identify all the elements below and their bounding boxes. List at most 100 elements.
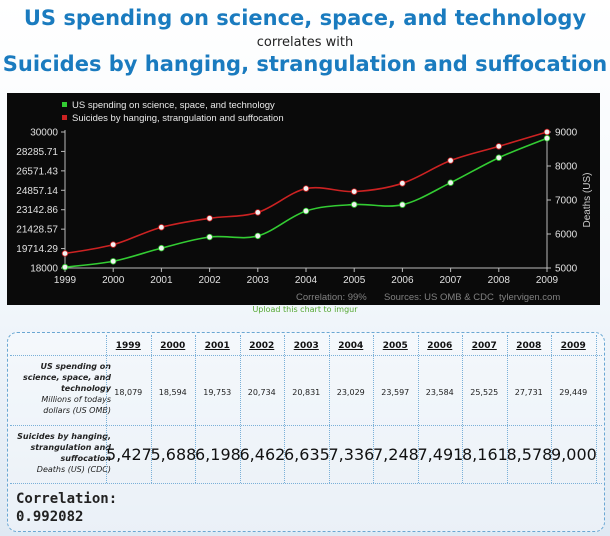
table-cell-suicides: 5,688 [150, 445, 197, 464]
table-cell-spending: 20,831 [292, 388, 321, 397]
table-row-divider [10, 483, 602, 484]
y-left-tick-label: 24857.14 [16, 186, 58, 197]
data-point-spending [543, 135, 551, 142]
data-table: US spending on science, space, and techn… [7, 332, 605, 532]
table-column-divider [195, 335, 196, 483]
table-cell-suicides: 6,462 [239, 445, 286, 464]
table-cell-spending: 25,525 [470, 388, 499, 397]
row-label-suicides-unit: Deaths (US) (CDC) [36, 465, 111, 474]
data-point-spending [302, 207, 310, 215]
y-left-tick-label: 30000 [30, 128, 58, 139]
table-cell-suicides: 9,000 [551, 445, 597, 464]
y-left-tick-label: 28285.71 [16, 147, 58, 158]
y-left-tick-label: 19714.29 [16, 244, 58, 255]
data-point-suicides [351, 188, 358, 195]
table-cell-suicides: 8,161 [462, 445, 508, 464]
source-note: Sources: US OMB & CDC [384, 292, 494, 303]
chart-svg: 30000 28285.71 26571.43 24857.14 23142.86 214… [16, 100, 593, 303]
x-tick-label: 2001 [150, 275, 173, 286]
table-column-divider [551, 335, 552, 483]
data-point-suicides [302, 185, 310, 192]
table-year-header: 2005 [382, 341, 408, 351]
table-cell-suicides: 7,491 [417, 445, 464, 464]
data-point-spending [61, 263, 69, 271]
data-point-spending [254, 232, 261, 240]
table-column-divider [506, 335, 508, 483]
table-cell-spending: 19,753 [203, 388, 232, 397]
table-cell-spending: 18,079 [114, 388, 143, 397]
title-connector: correlates with [256, 35, 354, 50]
table-year-header: 1999 [115, 341, 141, 351]
data-point-spending [158, 244, 165, 252]
data-point-spending [206, 233, 213, 241]
title-primary: US spending on science, space, and techn… [23, 6, 587, 30]
table-cell-suicides: 5,427 [106, 445, 152, 464]
legend-label-spending: US spending on science, space, and techn… [72, 100, 275, 111]
data-point-suicides [254, 209, 261, 216]
y-right-axis-label: Deaths (US) [582, 172, 593, 227]
x-tick-label: 2002 [198, 275, 221, 286]
table-cell-spending: 20,734 [247, 388, 276, 397]
x-tick-label: 2004 [295, 275, 318, 286]
data-point-suicides [206, 215, 213, 222]
table-column-divider [417, 335, 419, 483]
table-year-header: 2007 [471, 341, 497, 351]
table-year-header: 2002 [249, 341, 275, 351]
table-cell-suicides: 8,578 [506, 445, 553, 464]
data-point-suicides [543, 128, 551, 136]
legend-label-suicides: Suicides by hanging, strangulation and s… [72, 113, 284, 124]
series-line-spending [64, 137, 548, 268]
table-year-header: 2000 [160, 341, 186, 351]
x-tick-label: 2009 [536, 275, 559, 286]
table-cell-spending: 23,584 [425, 388, 454, 397]
row-label-spending-title: US spending on science, space, and techn… [22, 362, 111, 393]
data-point-spending [447, 179, 454, 186]
data-point-suicides [158, 224, 165, 231]
data-point-spending [399, 201, 406, 208]
y-left-tick-label: 18000 [30, 264, 58, 275]
table-column-divider [239, 335, 241, 483]
x-tick-label: 2008 [488, 275, 511, 286]
title-secondary: Suicides by hanging, strangulation and s… [2, 52, 608, 76]
upload-to-imgur-link[interactable]: Upload this chart to imgur [252, 305, 358, 314]
y-right-tick-label: 5000 [555, 264, 578, 275]
table-cell-spending: 23,029 [336, 388, 365, 397]
table-cell-spending: 23,597 [381, 388, 410, 397]
data-point-suicides [447, 157, 454, 164]
data-point-suicides [495, 143, 502, 150]
table-column-divider [284, 335, 285, 483]
y-left-tick-label: 21428.57 [16, 225, 58, 236]
table-column-divider [106, 335, 107, 483]
series-line-suicides [64, 131, 548, 255]
table-column-divider [595, 335, 597, 483]
table-cell-spending: 29,449 [559, 388, 588, 397]
y-right-tick-label: 9000 [555, 128, 578, 139]
data-point-spending [351, 201, 358, 208]
chart-panel: 30000 28285.71 26571.43 24857.14 23142.86 214… [7, 93, 600, 305]
table-cell-spending: 18,594 [158, 388, 187, 397]
table-cell-suicides: 7,336 [328, 445, 375, 464]
x-tick-label: 1999 [54, 275, 77, 286]
x-tick-label: 2000 [102, 275, 125, 286]
data-point-suicides [61, 250, 69, 257]
row-label-spending-unit: Millions of todays dollars (US OMB) [41, 395, 111, 415]
table-column-divider [462, 335, 463, 483]
table-column-divider [328, 335, 330, 483]
data-point-suicides [399, 180, 406, 187]
y-right-tick-label: 6000 [555, 230, 578, 241]
table-year-header: 2003 [293, 341, 319, 351]
table-column-divider [373, 335, 374, 483]
x-tick-label: 2006 [391, 275, 414, 286]
x-tick-label: 2005 [343, 275, 366, 286]
table-year-header: 2009 [560, 341, 586, 351]
table-cell-suicides: 6,635 [284, 445, 330, 464]
table-year-header: 2008 [516, 341, 542, 351]
correlation-value: 0.992082 [16, 509, 84, 525]
y-right-tick-label: 7000 [555, 196, 578, 207]
x-tick-label: 2007 [439, 275, 462, 286]
y-left-tick-label: 23142.86 [16, 205, 58, 216]
table-column-divider [150, 335, 152, 483]
x-tick-label: 2003 [247, 275, 270, 286]
correlation-label: Correlation: [16, 491, 118, 507]
data-point-suicides [109, 241, 117, 248]
